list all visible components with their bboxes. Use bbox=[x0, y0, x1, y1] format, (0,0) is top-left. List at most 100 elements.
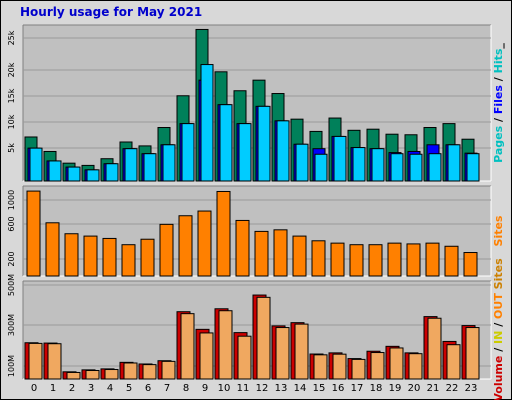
sites-bar bbox=[235, 219, 250, 277]
hits-panel-y-tick-label: 25k bbox=[7, 30, 16, 45]
out-bar bbox=[142, 364, 157, 380]
volume-panel-side-label-part: OUT bbox=[492, 293, 505, 319]
out-bar bbox=[85, 370, 100, 380]
sites-bar bbox=[349, 244, 364, 277]
hits-panel-side-label-part: Hits bbox=[492, 48, 505, 73]
out-bar bbox=[28, 342, 43, 380]
out-bar bbox=[199, 332, 214, 380]
sites-bar bbox=[444, 245, 459, 277]
x-tick-label: 13 bbox=[275, 383, 288, 394]
sites-bar bbox=[64, 233, 79, 277]
hits-panel-side-label-part: Pages bbox=[492, 125, 505, 163]
hits-panel-side-label-part: / bbox=[492, 73, 505, 85]
sites-bar bbox=[140, 238, 155, 277]
hits-bar bbox=[162, 144, 176, 182]
out-bar bbox=[294, 323, 309, 380]
out-bar bbox=[256, 296, 271, 380]
chart-title: Hourly usage for May 2021 bbox=[20, 5, 202, 19]
hits-bar bbox=[409, 153, 423, 182]
out-bar bbox=[237, 335, 252, 380]
out-bar bbox=[351, 358, 366, 380]
sites-bar bbox=[178, 215, 193, 277]
out-bar bbox=[180, 313, 195, 380]
x-tick-label: 2 bbox=[69, 383, 75, 394]
sites-bar bbox=[121, 244, 136, 277]
sites-panel-side-label-part: Sites bbox=[492, 215, 505, 246]
hits-panel-side-label-part: / bbox=[492, 114, 505, 126]
hits-bar bbox=[181, 123, 195, 182]
hits-bar bbox=[48, 160, 62, 182]
sites-bar bbox=[26, 190, 41, 277]
x-tick-label: 5 bbox=[126, 383, 132, 394]
volume-panel-side-label-part: IN bbox=[492, 331, 505, 344]
x-tick-label: 21 bbox=[427, 383, 440, 394]
volume-panel-y-tick-label: 300M bbox=[7, 314, 16, 336]
x-tick-label: 19 bbox=[389, 383, 402, 394]
x-tick-label: 8 bbox=[183, 383, 189, 394]
x-tick-label: 0 bbox=[31, 383, 37, 394]
hits-bar bbox=[333, 135, 347, 182]
volume-panel-y-tick-label: 500M bbox=[7, 274, 16, 296]
x-tick-label: 23 bbox=[465, 383, 478, 394]
sites-bar bbox=[311, 240, 326, 277]
out-bar bbox=[313, 354, 328, 380]
hits-bar bbox=[295, 143, 309, 182]
hits-bar bbox=[105, 163, 119, 182]
out-bar bbox=[218, 310, 233, 380]
hits-bar bbox=[238, 123, 252, 182]
out-bar bbox=[446, 344, 461, 380]
out-bar bbox=[465, 327, 480, 380]
hits-bar bbox=[466, 153, 480, 182]
sites-bar bbox=[102, 237, 117, 277]
out-bar bbox=[427, 317, 442, 380]
volume-panel-side-label: Volume / IN / OUT Sites bbox=[492, 258, 505, 400]
hits-bar bbox=[428, 153, 442, 182]
hits-bar bbox=[29, 147, 43, 182]
hits-panel-y-tick-label: 5k bbox=[7, 143, 16, 153]
sites-panel-y-tick-label: 600 bbox=[7, 216, 16, 231]
x-tick-label: 9 bbox=[202, 383, 208, 394]
volume-panel-side-label-part: / bbox=[492, 344, 505, 356]
sites-bar bbox=[45, 222, 60, 277]
out-bar bbox=[47, 343, 62, 380]
out-bar bbox=[408, 353, 423, 380]
x-tick-label: 7 bbox=[164, 383, 170, 394]
hits-panel-side-label-part: Files bbox=[492, 85, 505, 115]
sites-bar bbox=[159, 223, 174, 277]
out-bar bbox=[66, 371, 81, 380]
out-bar bbox=[370, 352, 385, 380]
x-tick-label: 18 bbox=[370, 383, 383, 394]
sites-panel-side-label: Sites bbox=[492, 215, 505, 246]
out-bar bbox=[123, 362, 138, 380]
x-tick-label: 10 bbox=[218, 383, 231, 394]
x-tick-label: 22 bbox=[446, 383, 459, 394]
hits-bar bbox=[143, 153, 157, 182]
out-bar bbox=[104, 369, 119, 380]
hits-bar bbox=[219, 104, 233, 182]
sites-panel-y-tick-label: 1000 bbox=[7, 190, 16, 210]
volume-panel-side-label-part: / bbox=[492, 319, 505, 331]
hits-panel-side-label: Pages / Files / Hits_ bbox=[492, 43, 505, 163]
sites-bar bbox=[463, 252, 478, 277]
out-bar bbox=[275, 327, 290, 380]
out-bar bbox=[332, 353, 347, 380]
sites-bar bbox=[330, 242, 345, 277]
volume-panel-y-tick-label: 100M bbox=[7, 355, 16, 377]
x-tick-label: 14 bbox=[294, 383, 307, 394]
hits-bar bbox=[276, 120, 290, 182]
sites-panel-y-tick-label: 200 bbox=[7, 251, 16, 266]
x-tick-label: 1 bbox=[50, 383, 56, 394]
sites-bar bbox=[387, 242, 402, 277]
hits-panel-side-label-part: _ bbox=[492, 43, 505, 49]
sites-bar bbox=[254, 230, 269, 277]
out-bar bbox=[389, 347, 404, 380]
x-tick-label: 16 bbox=[332, 383, 345, 394]
sites-bar bbox=[83, 235, 98, 277]
x-tick-label: 6 bbox=[145, 383, 151, 394]
x-tick-label: 3 bbox=[88, 383, 94, 394]
hits-panel-y-tick-label: 20k bbox=[7, 62, 16, 77]
hits-bar bbox=[371, 148, 385, 182]
x-tick-label: 12 bbox=[256, 383, 269, 394]
volume-panel-side-label-part: Sites bbox=[492, 258, 505, 293]
